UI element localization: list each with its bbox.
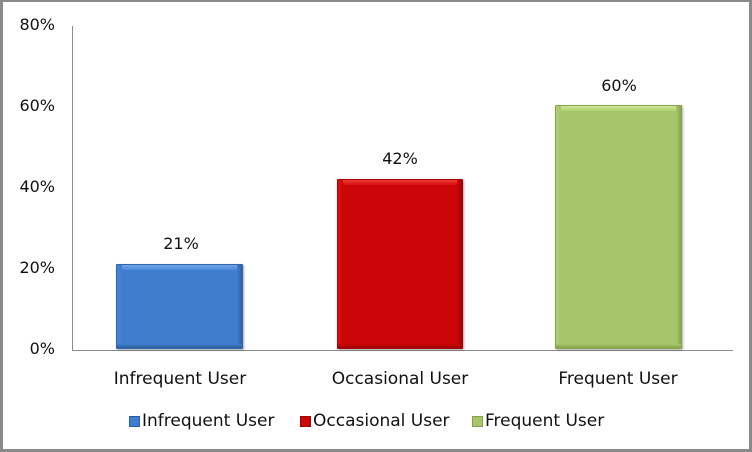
y-tick-40: 40% — [19, 177, 55, 196]
y-tick-20: 20% — [19, 258, 55, 277]
legend-item-occasional[interactable]: Occasional User — [300, 411, 450, 431]
category-label-occasional: Occasional User — [331, 369, 469, 389]
data-label-occasional: 42% — [382, 149, 418, 168]
legend-item-infrequent[interactable]: Infrequent User — [129, 411, 274, 431]
legend: Infrequent User Occasional User Frequent… — [3, 411, 752, 431]
y-tick-0: 0% — [29, 339, 55, 358]
legend-swatch-blue-icon — [129, 415, 140, 427]
data-label-frequent: 60% — [601, 76, 637, 95]
bar-frequent-user[interactable] — [555, 105, 682, 349]
legend-label: Infrequent User — [142, 411, 275, 431]
legend-swatch-red-icon — [300, 415, 311, 427]
bar-occasional-user[interactable] — [337, 179, 463, 349]
y-tick-80: 80% — [19, 15, 55, 34]
legend-swatch-green-icon — [472, 415, 483, 427]
data-label-infrequent: 21% — [163, 234, 199, 253]
legend-label: Frequent User — [485, 411, 605, 431]
legend-label: Occasional User — [313, 411, 450, 431]
category-label-infrequent: Infrequent User — [113, 369, 247, 389]
y-axis-line — [72, 26, 73, 351]
y-tick-60: 60% — [19, 96, 55, 115]
legend-item-frequent[interactable]: Frequent User — [472, 411, 604, 431]
category-label-frequent: Frequent User — [558, 369, 678, 389]
x-axis-line — [72, 350, 733, 351]
bar-infrequent-user[interactable] — [116, 264, 243, 349]
